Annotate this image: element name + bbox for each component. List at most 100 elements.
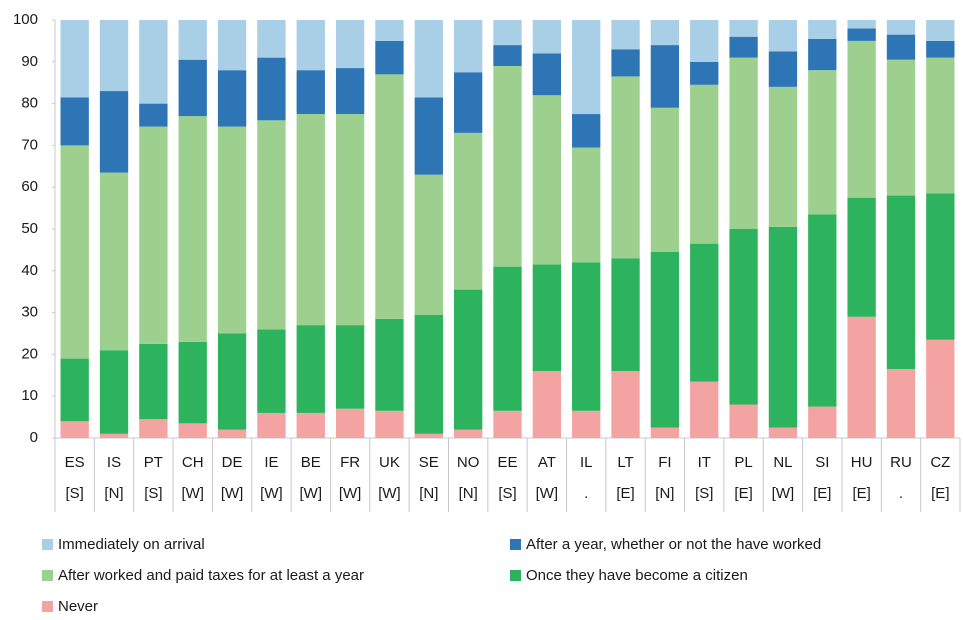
x-tick-label: AT xyxy=(538,454,556,471)
bar-segment xyxy=(768,86,798,227)
bar-segment xyxy=(650,20,680,46)
bar-segment xyxy=(847,40,876,198)
x-tick-label: HU xyxy=(851,454,873,471)
bar-segment xyxy=(690,381,719,438)
bar-segment xyxy=(453,429,483,438)
x-sublabel: . xyxy=(899,485,903,502)
bar-segment xyxy=(886,20,916,35)
bar-segment xyxy=(335,325,365,409)
bar-segment xyxy=(60,97,89,146)
bar-segment xyxy=(60,421,89,438)
bar-segment xyxy=(375,74,404,319)
x-sublabel: [E] xyxy=(734,485,752,502)
x-sublabel: [E] xyxy=(931,485,949,502)
bar-segment xyxy=(572,20,601,115)
bar-segment xyxy=(178,20,207,60)
x-tick-label: EE xyxy=(497,454,517,471)
bar-segment xyxy=(335,408,365,438)
bar-segment xyxy=(414,433,443,438)
bar-segment xyxy=(532,264,562,372)
bar-segment xyxy=(296,412,325,438)
bar-segment xyxy=(532,20,562,54)
bar-segment xyxy=(690,20,719,62)
bar-segment xyxy=(768,226,798,428)
bar-segment xyxy=(375,318,404,411)
bar-segment xyxy=(886,195,916,370)
x-sublabel: [S] xyxy=(498,485,516,502)
bar-segment xyxy=(139,103,168,127)
bar-segment xyxy=(768,20,798,52)
bar-segment xyxy=(611,49,640,77)
bar-segment xyxy=(493,20,522,46)
x-sublabel: [W] xyxy=(260,485,283,502)
bar-segment xyxy=(335,114,365,326)
x-sublabel: [W] xyxy=(300,485,323,502)
legend-label: Immediately on arrival xyxy=(58,536,205,553)
bar-segment xyxy=(650,427,680,438)
bar-segment xyxy=(493,410,522,438)
bar-segment xyxy=(768,51,798,87)
legend-swatch xyxy=(42,601,53,612)
bar-segment xyxy=(139,20,168,104)
x-sublabel: [S] xyxy=(144,485,162,502)
bar-segment xyxy=(375,20,404,41)
bar-segment xyxy=(414,20,443,98)
x-tick-label: CH xyxy=(182,454,204,471)
bar-segment xyxy=(926,57,955,194)
y-tick-label: 80 xyxy=(21,95,38,112)
x-sublabel: . xyxy=(584,485,588,502)
x-tick-label: SE xyxy=(419,454,439,471)
y-tick-label: 40 xyxy=(21,262,38,279)
bar-segment xyxy=(414,174,443,315)
y-tick-label: 50 xyxy=(21,220,38,237)
bar-segment xyxy=(296,325,325,413)
bar-segment xyxy=(178,341,207,424)
x-tick-label: NL xyxy=(773,454,792,471)
legend-label: Once they have become a citizen xyxy=(526,567,748,584)
bar-segment xyxy=(926,339,955,438)
bar-segment xyxy=(690,243,719,382)
bar-segment xyxy=(611,20,640,50)
bar-segment xyxy=(572,410,601,438)
y-tick-label: 0 xyxy=(30,429,38,446)
bar-segment xyxy=(886,34,916,60)
y-tick-label: 60 xyxy=(21,178,38,195)
bar-segment xyxy=(335,68,365,115)
bar-segment xyxy=(453,72,483,133)
x-tick-label: UK xyxy=(379,454,400,471)
bar-segment xyxy=(99,350,129,434)
bar-segment xyxy=(257,20,286,58)
y-tick-label: 30 xyxy=(21,304,38,321)
bar-segment xyxy=(926,193,955,340)
bar-segment xyxy=(335,20,365,69)
x-sublabel: [N] xyxy=(104,485,123,502)
bar-segment xyxy=(611,371,640,438)
bar-segment xyxy=(690,84,719,244)
bar-segment xyxy=(99,433,129,438)
x-sublabel: [E] xyxy=(813,485,831,502)
x-tick-label: LT xyxy=(617,454,633,471)
bar-segment xyxy=(414,97,443,175)
x-sublabel: [N] xyxy=(655,485,674,502)
bar-segment xyxy=(217,126,247,334)
bar-segment xyxy=(296,20,325,71)
x-tick-label: PL xyxy=(734,454,752,471)
legend-swatch xyxy=(42,539,53,550)
x-sublabel: [E] xyxy=(616,485,634,502)
bar-segment xyxy=(729,36,758,58)
x-tick-label: RU xyxy=(890,454,912,471)
x-tick-label: IT xyxy=(698,454,711,471)
bar-segment xyxy=(650,107,680,252)
x-sublabel: [W] xyxy=(221,485,244,502)
bar-segment xyxy=(926,20,955,41)
x-tick-label: FI xyxy=(658,454,671,471)
bar-segment xyxy=(257,412,286,438)
bar-segment xyxy=(572,147,601,263)
bar-segment xyxy=(414,314,443,434)
bar-segment xyxy=(611,258,640,372)
x-tick-label: BE xyxy=(301,454,321,471)
bar-segment xyxy=(217,20,247,71)
bar-segment xyxy=(847,197,876,317)
bar-segment xyxy=(453,132,483,290)
x-sublabel: [N] xyxy=(459,485,478,502)
